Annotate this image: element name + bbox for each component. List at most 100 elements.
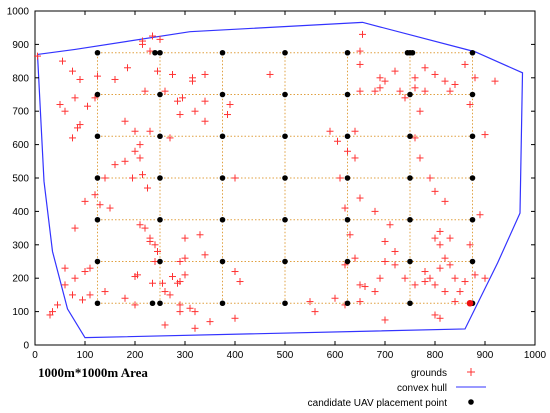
ground-point	[159, 279, 166, 287]
ground-point	[376, 274, 384, 282]
ground-point	[471, 271, 479, 279]
ground-point	[189, 77, 196, 85]
ground-point	[481, 131, 489, 139]
ground-point	[54, 301, 61, 309]
ground-point	[461, 60, 469, 68]
ground-point	[46, 311, 54, 319]
y-tick-label: 300	[12, 240, 29, 251]
ground-point	[381, 258, 389, 265]
candidate-point	[282, 91, 288, 98]
ground-point	[149, 32, 156, 40]
ground-point	[356, 47, 364, 55]
ground-point	[421, 268, 429, 276]
ground-point	[76, 75, 84, 83]
ground-point	[231, 268, 239, 276]
convex-hull-layer	[36, 21, 524, 339]
ground-point	[421, 87, 429, 95]
candidate-point	[469, 49, 476, 56]
candidate-point	[94, 300, 101, 307]
ground-point	[61, 264, 69, 272]
ground-point	[431, 281, 439, 289]
ground-point	[376, 84, 384, 92]
ground-point	[331, 294, 339, 302]
ground-point	[441, 77, 449, 85]
ground-point	[34, 52, 41, 60]
x-tick-label: 800	[427, 350, 444, 361]
ground-point	[356, 60, 364, 68]
candidate-point	[219, 175, 226, 181]
ground-point	[196, 231, 204, 239]
ground-point	[341, 204, 349, 212]
ground-point	[421, 64, 429, 72]
x-tick-label: 0	[32, 350, 38, 361]
ground-point	[356, 194, 364, 202]
legend-label-candidate: candidate UAV placement point	[308, 398, 448, 409]
axis-layer: 0 100 200 300 400 500 600 700 800 900 1000 0 100 200 3…	[7, 7, 547, 362]
ground-point	[431, 187, 439, 195]
ground-point	[174, 97, 181, 105]
candidate-point	[219, 216, 226, 223]
candidate-point	[407, 216, 413, 223]
y-tick-label: 200	[12, 274, 29, 285]
ground-point	[124, 64, 131, 72]
ground-point	[306, 298, 314, 306]
ground-point	[191, 324, 199, 332]
ground-point	[231, 314, 239, 322]
ground-point	[146, 127, 154, 135]
ground-point	[179, 94, 186, 102]
ground-point	[161, 288, 169, 296]
legend-marker-candidate	[468, 399, 474, 405]
ground-point	[154, 67, 161, 75]
ground-point	[141, 224, 149, 232]
ground-point	[136, 221, 144, 229]
ground-point	[226, 101, 234, 109]
ground-point	[61, 107, 69, 115]
candidate-point	[157, 175, 163, 181]
ground-point	[81, 197, 89, 205]
ground-point	[131, 273, 139, 281]
y-tick-label: 900	[12, 40, 29, 51]
ground-point	[396, 87, 404, 95]
highlighted-point	[466, 299, 474, 307]
x-tick-label: 100	[77, 350, 94, 361]
candidate-point	[469, 91, 476, 98]
ground-point	[71, 94, 79, 102]
ground-point	[146, 47, 154, 55]
candidate-point	[219, 133, 226, 140]
ground-point	[69, 67, 76, 75]
ground-point	[111, 75, 119, 83]
candidate-point	[219, 300, 226, 307]
ground-point	[86, 264, 94, 272]
ground-point	[84, 102, 91, 110]
ground-point	[186, 304, 194, 312]
x-tick-label: 1000	[524, 350, 547, 361]
ground-point	[91, 191, 99, 199]
ground-point	[101, 174, 109, 182]
ground-point	[411, 74, 419, 82]
ground-point	[166, 134, 174, 142]
ground-point	[121, 157, 129, 165]
y-tick-label: 400	[12, 207, 29, 218]
candidate-point	[469, 175, 476, 181]
ground-point	[431, 70, 439, 78]
ground-point	[231, 174, 239, 182]
candidate-point	[94, 133, 101, 140]
ground-point	[391, 67, 399, 75]
ground-point	[59, 57, 66, 65]
ground-point	[129, 174, 136, 182]
ground-point	[381, 316, 389, 324]
ground-point	[451, 274, 459, 282]
ground-point	[69, 291, 76, 299]
ground-point	[411, 84, 419, 92]
ground-point	[176, 111, 184, 119]
ground-point	[191, 308, 199, 316]
ground-point	[491, 77, 499, 85]
y-tick-label: 1000	[7, 7, 30, 18]
ground-point	[436, 241, 444, 249]
ground-point	[426, 174, 434, 182]
candidate-point	[219, 258, 226, 265]
ground-point	[371, 288, 379, 296]
ground-point	[61, 281, 69, 289]
x-tick-label: 700	[377, 350, 394, 361]
